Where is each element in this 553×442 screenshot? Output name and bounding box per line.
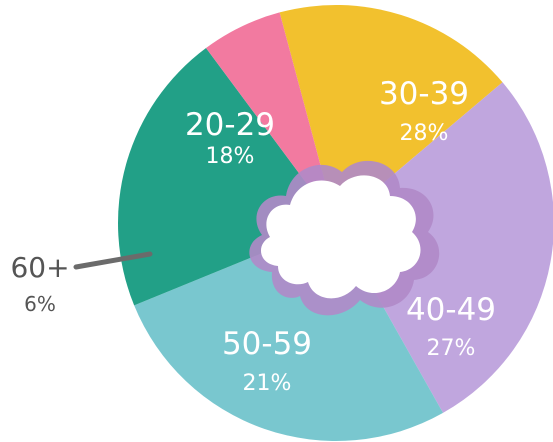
slice-value-40-49: 27% <box>427 336 476 361</box>
pie-slice-30-39 <box>336 82 553 413</box>
slice-label-40-49: 40-49 <box>406 292 496 328</box>
slice-value-20-29: 18% <box>206 144 255 169</box>
slice-value-30-39: 28% <box>400 121 449 146</box>
slice-label-50-59: 50-59 <box>222 326 312 362</box>
slice-label-20-29: 20-29 <box>185 107 275 143</box>
cloud-icon <box>249 160 440 316</box>
callout-line-60plus <box>73 251 153 270</box>
slice-value-50-59: 21% <box>243 371 292 396</box>
slice-label-60plus: 60+ <box>10 251 69 284</box>
slice-label-30-39: 30-39 <box>379 76 469 112</box>
slice-value-60plus: 6% <box>24 292 56 316</box>
